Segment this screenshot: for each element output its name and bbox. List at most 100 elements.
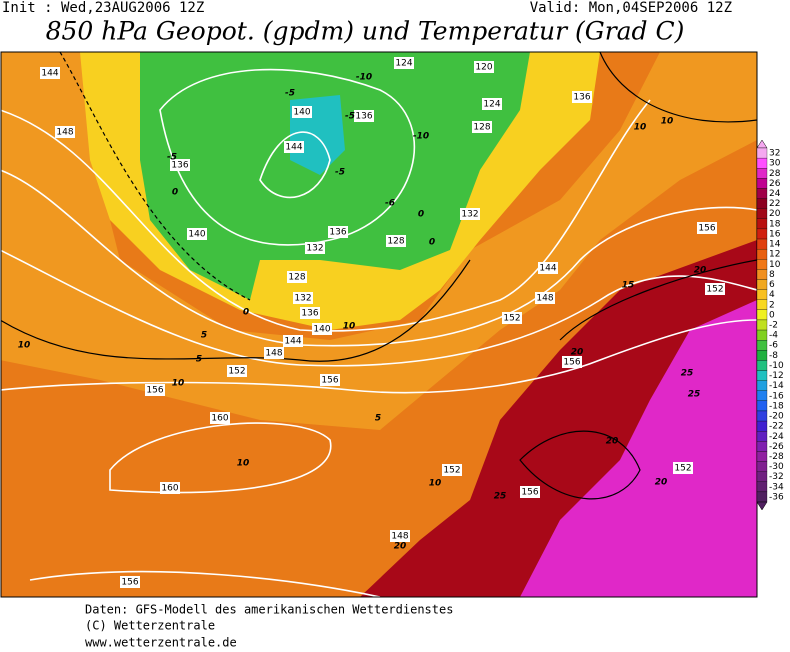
temperature-label: 25 [681, 369, 694, 379]
colorbar-label: -20 [769, 412, 784, 422]
geopotential-label: 152 [706, 285, 723, 295]
contour-labels: 144 148 136 140 128 132 136 140 144 148 152 156 156 1… [18, 57, 725, 588]
label-background [328, 226, 348, 238]
colorbar-label: -32 [769, 472, 784, 482]
colorbar-label: -6 [769, 341, 778, 351]
label-background [520, 486, 540, 498]
label-background [502, 312, 522, 324]
geopotential-label: 160 [211, 414, 228, 424]
colorbar-swatch [756, 279, 768, 290]
label-background [390, 530, 410, 542]
colorbar-label: -30 [769, 462, 784, 472]
colorbar-label: -26 [769, 442, 784, 452]
label-background [312, 323, 332, 335]
label-background [120, 576, 140, 588]
label-background [264, 347, 284, 359]
colorbar-label: 8 [769, 270, 775, 280]
temperature-label: 0 [172, 188, 178, 198]
label-background [460, 208, 480, 220]
geopotential-label: 144 [285, 143, 302, 153]
geopotential-label: 144 [41, 69, 58, 79]
colorbar-label: 16 [769, 229, 781, 239]
colorbar-swatch [756, 441, 768, 452]
label-background [673, 462, 693, 474]
colorbar-swatch [756, 208, 768, 219]
colorbar-arrow [756, 139, 768, 149]
colorbar-swatch [756, 491, 768, 503]
geopotential-label: 136 [301, 309, 318, 319]
geopotential-label: 152 [503, 314, 520, 324]
temperature-label: -6 [385, 199, 395, 209]
colorbar-label: 2 [769, 300, 775, 310]
label-background [300, 307, 320, 319]
valid-time: Valid: Mon,04SEP2006 12Z [530, 0, 732, 16]
geopotential-label: 152 [443, 466, 460, 476]
label-background [283, 335, 303, 347]
temperature-label: 10 [661, 117, 674, 127]
geopotential-label: 132 [306, 244, 323, 254]
geopotential-label: 148 [56, 128, 73, 138]
temperature-label: -10 [413, 132, 429, 142]
colorbar-arrow [756, 501, 768, 511]
temperature-label: 10 [634, 123, 647, 133]
temperature-label: 5 [375, 414, 381, 424]
geopotential-label: 156 [698, 224, 715, 234]
colorbar-label: 0 [769, 310, 775, 320]
colorbar-swatch [756, 340, 768, 351]
colorbar-swatch [756, 309, 768, 321]
temperature-label: 25 [494, 492, 507, 502]
label-background [394, 57, 414, 69]
colorbar-label: 22 [769, 199, 780, 209]
colorbar-swatch [756, 289, 768, 300]
temperature-label: 20 [394, 542, 407, 552]
temperature-label: -5 [345, 112, 355, 122]
colorbar-swatch [756, 238, 768, 250]
label-background [535, 292, 555, 304]
geopotential-label: 124 [483, 100, 500, 110]
footer-line: Daten: GFS-Modell des amerikanischen Wet… [85, 603, 453, 617]
geopotential-label: 156 [121, 578, 138, 588]
temperature-label: 0 [418, 210, 424, 220]
temperature-label: 5 [201, 331, 207, 341]
temperature-label: 20 [571, 348, 584, 358]
temperature-label: 10 [18, 341, 31, 351]
temperature-label: 25 [688, 390, 701, 400]
colorbar-label: -4 [769, 331, 778, 341]
colorbar-label: 28 [769, 169, 781, 179]
temperature-label: 20 [694, 266, 707, 276]
temperature-label: 20 [606, 437, 619, 447]
label-background [386, 235, 406, 247]
geopotential-label: 136 [329, 228, 346, 238]
colorbar-swatch [756, 350, 768, 361]
temperature-label: -10 [356, 73, 372, 83]
geopotential-label: 156 [321, 376, 338, 386]
colorbar-swatch [756, 299, 768, 310]
label-background [697, 222, 717, 234]
temperature-label: 10 [343, 322, 356, 332]
label-background [160, 482, 180, 494]
geopotential-label: 120 [475, 63, 492, 73]
label-background [538, 262, 558, 274]
colorbar-swatch [756, 360, 768, 371]
colorbar-label: 30 [769, 159, 781, 169]
geopotential-label: 128 [288, 273, 305, 283]
label-background [320, 374, 340, 386]
colorbar-label: 20 [769, 209, 781, 219]
geopotential-label: 136 [355, 112, 372, 122]
colorbar-label: 4 [769, 290, 775, 300]
geopotential-label: 148 [265, 349, 282, 359]
colorbar-swatch [756, 461, 768, 472]
temperature-label: -5 [167, 153, 177, 163]
label-background [305, 242, 325, 254]
label-background [284, 141, 304, 153]
label-background [170, 159, 190, 171]
colorbar-swatch [756, 319, 768, 331]
label-background [354, 110, 374, 122]
geopotential-label: 140 [188, 230, 205, 240]
colorbar-label: -28 [769, 452, 784, 462]
label-background [227, 365, 247, 377]
geopotential-label: 140 [313, 325, 330, 335]
colorbar-label: -18 [769, 401, 784, 411]
temperature-label: -5 [285, 89, 295, 99]
